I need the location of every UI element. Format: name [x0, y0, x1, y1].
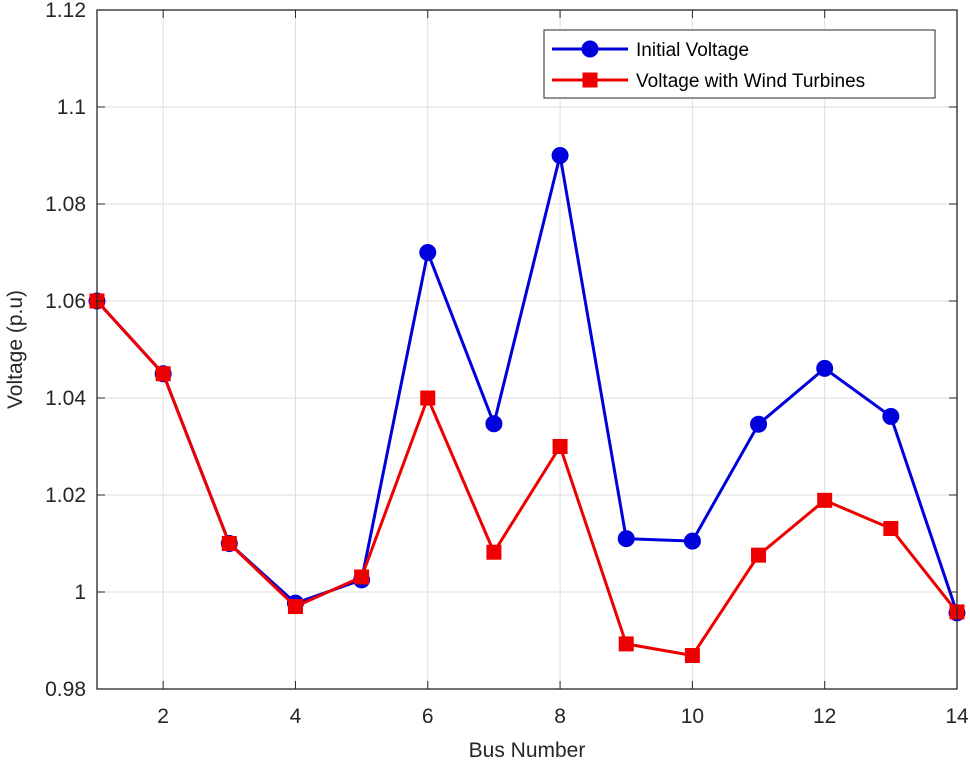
data-point — [551, 147, 569, 164]
data-point — [683, 532, 701, 550]
data-point — [485, 415, 503, 433]
data-point — [817, 492, 833, 508]
y-tick-label: 1.12 — [45, 0, 86, 22]
legend: Initial Voltage Voltage with Wind Turbine… — [543, 29, 936, 99]
data-point — [751, 547, 767, 563]
x-tick-label: 2 — [157, 705, 169, 728]
data-point — [155, 366, 171, 382]
x-tick-label: 8 — [554, 705, 566, 728]
series-layer — [88, 147, 966, 664]
x-axis-label: Bus Number — [469, 739, 586, 760]
y-tick-label: 1.02 — [45, 484, 86, 507]
data-point — [684, 648, 700, 664]
data-point — [883, 520, 899, 536]
axis-ticks: 2 4 6 8 10 12 14 0.98 1 1.02 1.04 1.06 1.08 1.1 1.12 — [45, 0, 969, 728]
data-point — [617, 530, 635, 548]
plot-frame — [96, 9, 958, 690]
y-tick-label: 1 — [74, 581, 86, 604]
y-tick-label: 0.98 — [45, 678, 86, 701]
grid-lines — [97, 9, 958, 690]
y-tick-label: 1.1 — [57, 96, 86, 119]
data-point — [486, 544, 502, 560]
data-point — [750, 415, 768, 433]
x-tick-label: 12 — [813, 705, 836, 728]
y-tick-label: 1.06 — [45, 290, 86, 313]
x-tick-label: 14 — [945, 705, 969, 728]
legend-label: Initial Voltage — [636, 40, 749, 61]
data-point — [618, 636, 634, 652]
x-tick-label: 10 — [681, 705, 704, 728]
legend-entry: Voltage with Wind Turbines — [552, 71, 865, 92]
y-tick-label: 1.08 — [45, 193, 86, 216]
legend-entry: Initial Voltage — [552, 40, 749, 61]
data-point — [354, 569, 370, 585]
data-point — [816, 359, 834, 377]
data-point — [882, 407, 900, 425]
legend-marker — [582, 72, 598, 88]
legend-label: Voltage with Wind Turbines — [636, 71, 865, 92]
data-point — [419, 244, 437, 261]
y-axis-label: Voltage (p.u) — [4, 290, 27, 409]
data-point — [221, 536, 237, 551]
y-tick-label: 1.04 — [45, 387, 86, 410]
series-1 — [88, 147, 966, 622]
series-line — [95, 299, 959, 658]
data-point — [287, 599, 303, 615]
data-point — [552, 439, 568, 454]
data-point — [420, 390, 436, 406]
legend-marker — [581, 40, 599, 58]
series-2 — [89, 293, 965, 664]
x-tick-label: 6 — [422, 705, 434, 728]
legend-box — [543, 29, 936, 99]
x-tick-label: 4 — [290, 705, 302, 728]
